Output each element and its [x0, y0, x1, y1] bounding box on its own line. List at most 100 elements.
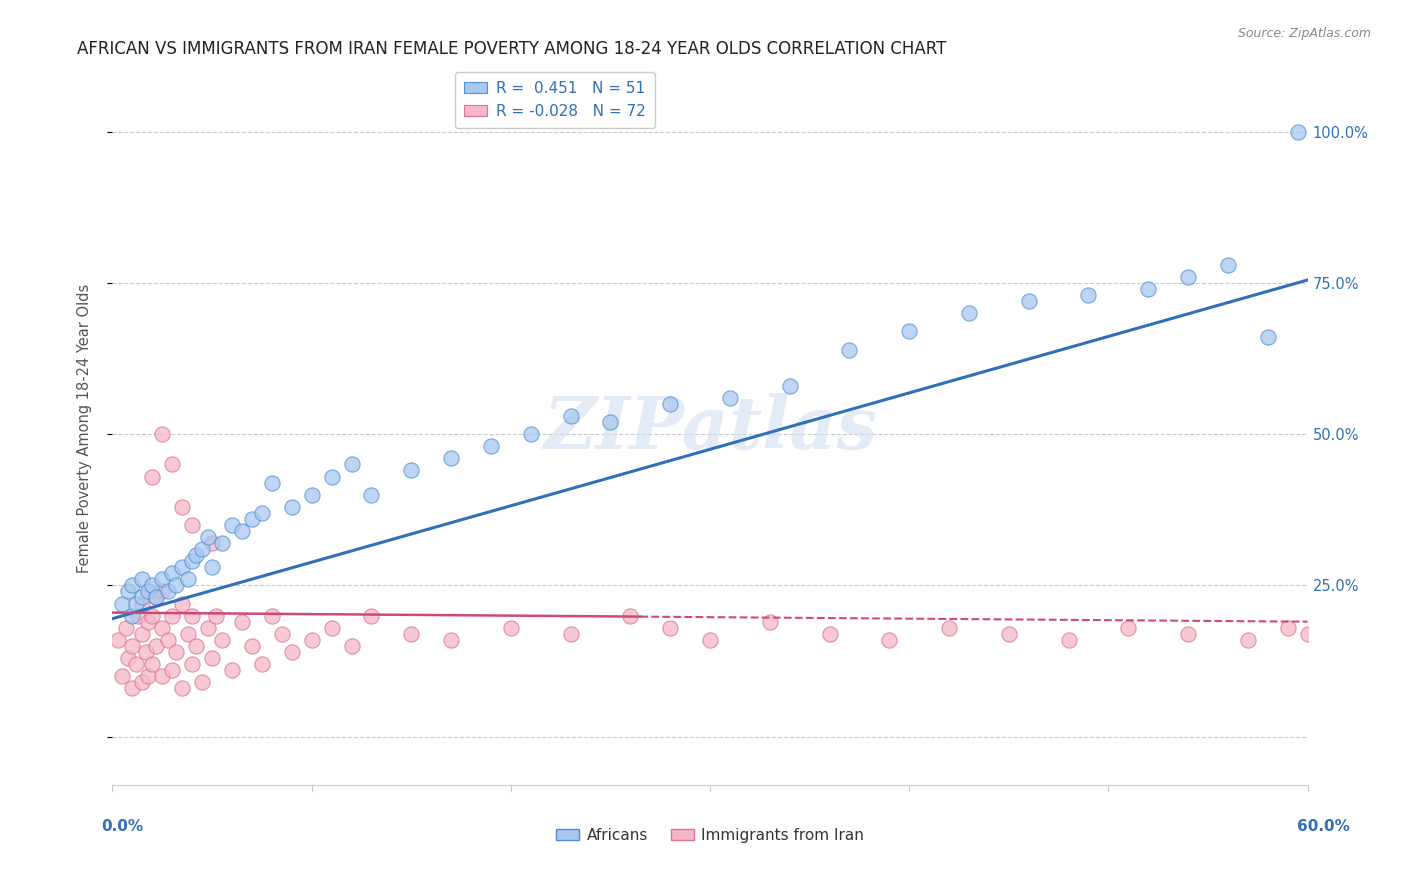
Point [898, 325, 921, 339]
Point [340, 458, 363, 472]
Point [560, 409, 582, 423]
Point [240, 639, 263, 653]
Point [340, 639, 363, 653]
Point [499, 621, 522, 635]
Point [1316, 632, 1339, 647]
Point [121, 681, 143, 696]
Point [440, 451, 463, 466]
Point [117, 584, 139, 599]
Point [115, 621, 138, 635]
Point [1277, 621, 1299, 635]
Point [759, 615, 782, 629]
Point [177, 627, 200, 641]
Point [157, 584, 180, 599]
Point [121, 578, 143, 592]
Point [162, 458, 183, 472]
Point [1177, 270, 1199, 285]
Point [401, 627, 423, 641]
Point [838, 343, 860, 357]
Point [479, 439, 502, 453]
Text: Source: ZipAtlas.com: Source: ZipAtlas.com [1237, 27, 1371, 40]
Point [107, 632, 129, 647]
Point [231, 615, 253, 629]
Point [201, 536, 224, 550]
Point [250, 657, 273, 671]
Point [360, 608, 382, 623]
Point [131, 627, 153, 641]
Point [165, 578, 187, 592]
Point [281, 645, 304, 659]
Point [998, 627, 1021, 641]
Point [718, 391, 741, 405]
Point [131, 597, 153, 611]
Point [231, 524, 253, 538]
Point [150, 584, 173, 599]
Point [125, 597, 148, 611]
Text: ZIPatlas: ZIPatlas [543, 392, 877, 464]
Point [162, 608, 183, 623]
Point [1018, 294, 1040, 309]
Y-axis label: Female Poverty Among 18-24 Year Olds: Female Poverty Among 18-24 Year Olds [77, 284, 91, 573]
Point [197, 530, 219, 544]
Point [1177, 627, 1199, 641]
Point [172, 500, 194, 514]
Point [181, 608, 204, 623]
Point [138, 615, 160, 629]
Point [141, 657, 163, 671]
Point [172, 597, 194, 611]
Point [1057, 632, 1080, 647]
Point [162, 663, 183, 677]
Point [125, 657, 148, 671]
Point [186, 548, 208, 562]
Point [699, 632, 721, 647]
Point [162, 566, 183, 581]
Point [619, 608, 641, 623]
Point [201, 651, 224, 665]
Point [157, 632, 180, 647]
Point [1257, 330, 1279, 344]
Point [270, 627, 292, 641]
Point [281, 500, 304, 514]
Point [260, 608, 283, 623]
Point [121, 608, 143, 623]
Legend: Africans, Immigrants from Iran: Africans, Immigrants from Iran [550, 822, 870, 848]
Point [779, 379, 801, 393]
Text: 60.0%: 60.0% [1296, 820, 1350, 834]
Point [957, 306, 980, 320]
Point [131, 572, 153, 586]
Point [117, 651, 139, 665]
Point [181, 517, 204, 532]
Point [131, 675, 153, 690]
Point [659, 621, 682, 635]
Point [1216, 258, 1239, 272]
Point [150, 621, 173, 635]
Point [121, 639, 143, 653]
Point [1237, 632, 1260, 647]
Point [520, 427, 543, 442]
Point [181, 554, 204, 568]
Point [172, 560, 194, 574]
Text: 0.0%: 0.0% [101, 820, 143, 834]
Point [321, 469, 343, 483]
Point [211, 536, 233, 550]
Point [177, 572, 200, 586]
Point [201, 560, 224, 574]
Point [135, 645, 157, 659]
Point [599, 415, 621, 429]
Point [659, 397, 682, 411]
Point [1118, 621, 1140, 635]
Point [127, 608, 149, 623]
Point [165, 645, 187, 659]
Point [186, 639, 208, 653]
Point [141, 608, 163, 623]
Point [191, 542, 214, 557]
Point [205, 608, 228, 623]
Point [138, 669, 160, 683]
Point [145, 591, 167, 605]
Point [221, 517, 243, 532]
Point [150, 427, 173, 442]
Point [111, 597, 134, 611]
Text: AFRICAN VS IMMIGRANTS FROM IRAN FEMALE POVERTY AMONG 18-24 YEAR OLDS CORRELATION: AFRICAN VS IMMIGRANTS FROM IRAN FEMALE P… [77, 40, 946, 58]
Point [1296, 627, 1319, 641]
Point [138, 584, 160, 599]
